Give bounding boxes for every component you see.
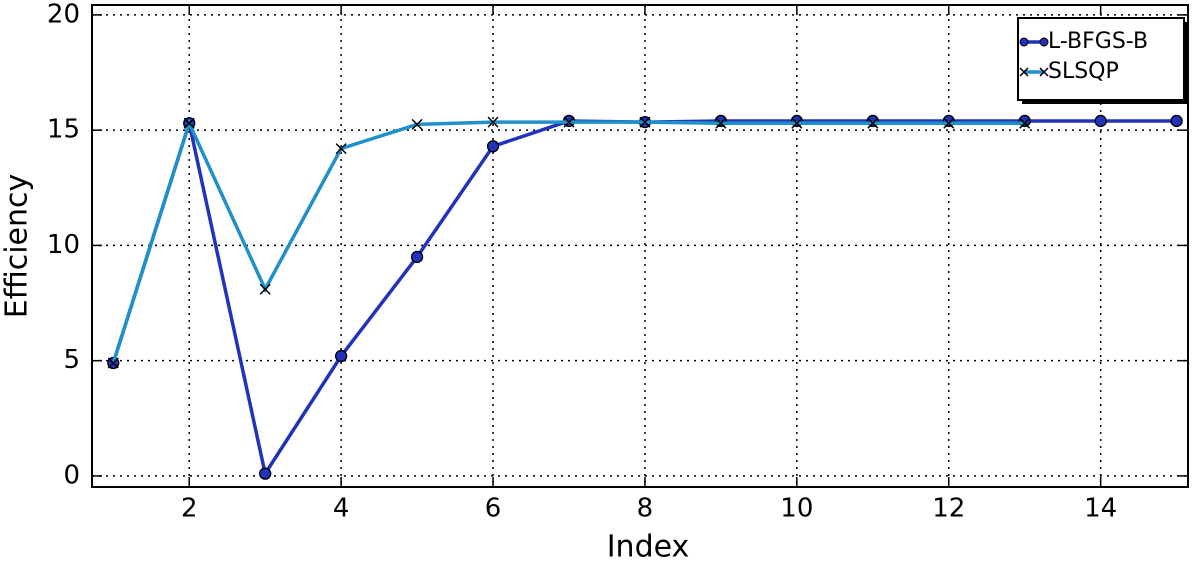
point [335,143,347,155]
point [639,116,651,128]
legend-label: SLSQP [1048,59,1119,84]
point [107,357,119,369]
point [1094,114,1107,128]
point [486,140,500,153]
plot-frame [91,4,1189,488]
x-axis-label: Index [607,530,690,563]
point [1019,117,1031,129]
x-tick-label: 2 [181,494,198,524]
point [715,117,727,129]
legend-marker [1039,37,1049,47]
y-tick-label: 15 [47,115,80,145]
y-tick-label: 0 [63,460,80,490]
point [1170,114,1183,128]
y-tick-label: 10 [47,230,80,260]
y-axis-label: Efficiency [0,174,35,319]
point [259,283,271,295]
legend-box [1017,17,1185,101]
point [487,116,499,128]
x-tick-label: 6 [485,494,502,524]
x-tick-label: 14 [1084,494,1117,524]
x-tick-label: 4 [333,494,350,524]
x-tick-label: 10 [780,494,813,524]
point [411,118,423,130]
point [563,116,575,128]
y-tick-label: 20 [47,0,80,29]
point [943,117,955,129]
x-tick-label: 12 [932,494,965,524]
y-tick-label: 5 [63,345,80,375]
point [410,250,424,264]
point [259,467,272,480]
x-tick-label: 8 [637,494,654,524]
point [183,117,195,129]
point [867,117,879,129]
legend-marker [1039,67,1049,77]
legend-marker [1019,37,1029,47]
legend-marker [1019,67,1029,77]
point [334,349,348,363]
point [791,117,803,129]
series-line [111,118,1025,364]
legend-label: L-BFGS-B [1048,29,1148,54]
